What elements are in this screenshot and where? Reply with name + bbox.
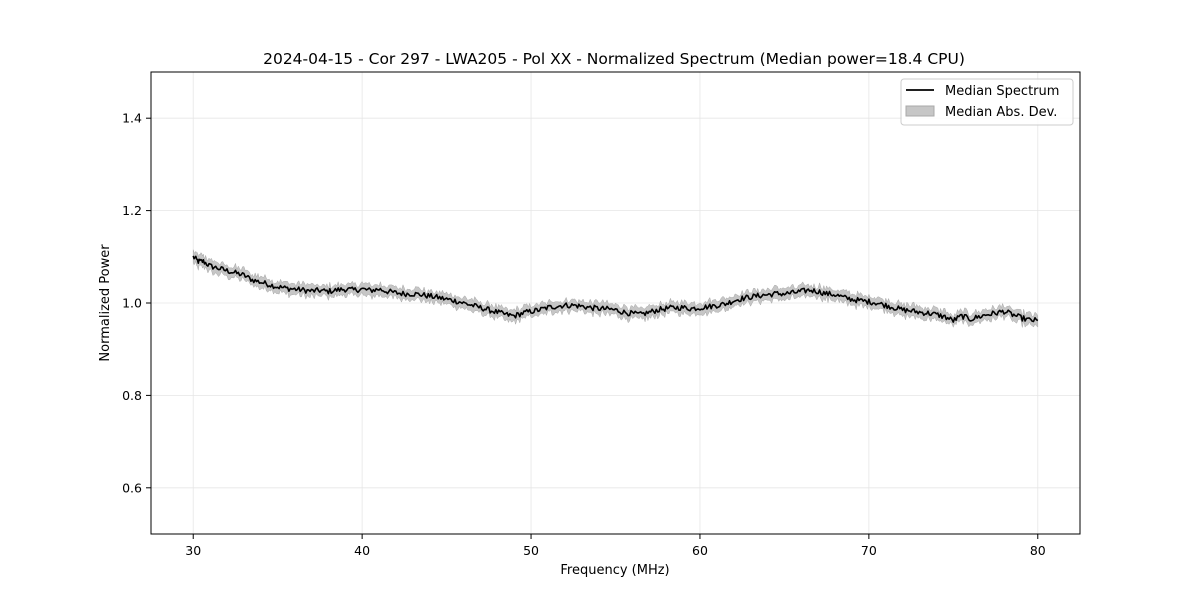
legend-label-median-abs-dev: Median Abs. Dev. xyxy=(945,105,1057,120)
median-line-layer xyxy=(192,255,1039,323)
x-axis-label: Frequency (MHz) xyxy=(560,563,669,578)
x-axis-ticks: 30 40 50 60 70 80 xyxy=(185,534,1046,558)
x-tick-label: 40 xyxy=(354,543,370,558)
mad-band-layer xyxy=(192,249,1039,328)
y-axis-label: Normalized Power xyxy=(98,244,113,362)
x-tick-label: 30 xyxy=(185,543,201,558)
median-spectrum-line xyxy=(192,255,1039,323)
y-tick-label: 1.2 xyxy=(122,203,142,218)
y-tick-label: 1.4 xyxy=(122,111,142,126)
legend: Median Spectrum Median Abs. Dev. xyxy=(900,78,1074,126)
legend-label-median-spectrum: Median Spectrum xyxy=(945,84,1059,99)
y-axis-ticks: 0.6 0.8 1.0 1.2 1.4 xyxy=(122,111,151,495)
y-tick-label: 1.0 xyxy=(122,296,142,311)
mad-band xyxy=(192,249,1039,328)
legend-box xyxy=(900,78,1074,126)
x-tick-label: 60 xyxy=(692,543,708,558)
chart-title: 2024-04-15 - Cor 297 - LWA205 - Pol XX -… xyxy=(263,50,965,68)
x-tick-label: 70 xyxy=(861,543,877,558)
x-tick-label: 50 xyxy=(523,543,539,558)
legend-band-swatch xyxy=(905,105,935,117)
y-tick-label: 0.6 xyxy=(122,480,142,495)
y-tick-label: 0.8 xyxy=(122,388,142,403)
x-tick-label: 80 xyxy=(1030,543,1046,558)
